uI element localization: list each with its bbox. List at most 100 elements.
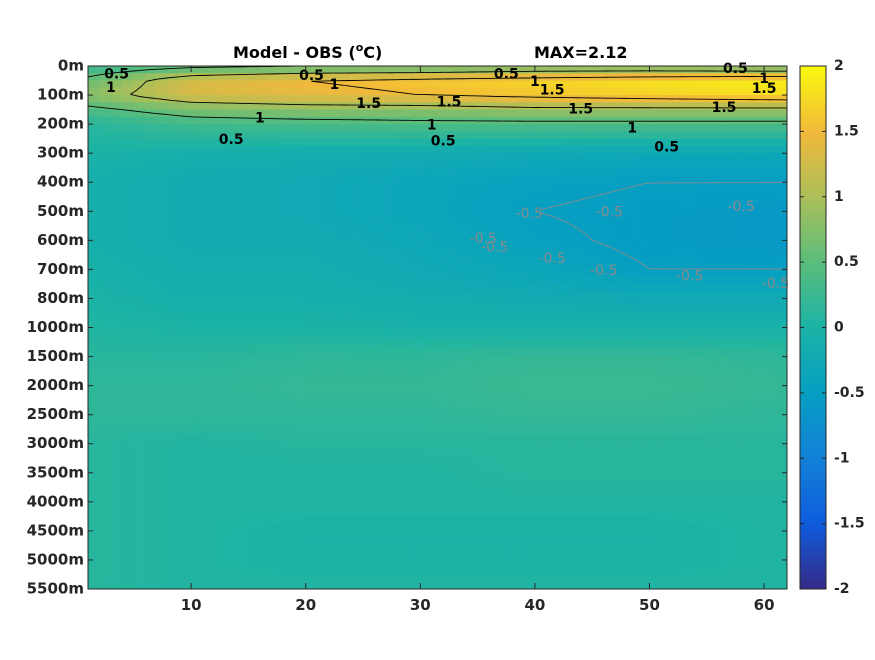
heatmap-cell: [697, 153, 709, 161]
heatmap-cell: [652, 553, 664, 561]
heatmap-cell: [562, 393, 574, 401]
heatmap-cell: [381, 124, 393, 132]
heatmap-cell: [618, 240, 630, 248]
heatmap-cell: [776, 335, 788, 343]
heatmap-cell: [246, 298, 258, 306]
heatmap-cell: [347, 386, 359, 394]
heatmap-cell: [122, 182, 134, 190]
heatmap-cell: [731, 574, 743, 582]
heatmap-cell: [280, 211, 292, 219]
heatmap-cell: [88, 458, 100, 466]
heatmap-cell: [122, 197, 134, 205]
heatmap-cell: [268, 531, 280, 539]
heatmap-cell: [731, 436, 743, 444]
heatmap-cell: [268, 124, 280, 132]
heatmap-cell: [573, 131, 585, 139]
heatmap-cell: [731, 298, 743, 306]
heatmap-cell: [652, 189, 664, 197]
heatmap-cell: [167, 524, 179, 532]
heatmap-cell: [223, 124, 235, 132]
heatmap-cell: [697, 146, 709, 154]
heatmap-cell: [302, 386, 314, 394]
heatmap-cell: [449, 262, 461, 270]
heatmap-cell: [268, 473, 280, 481]
heatmap-cell: [99, 189, 111, 197]
heatmap-cell: [753, 393, 765, 401]
heatmap-cell: [359, 349, 371, 357]
heatmap-cell: [201, 364, 213, 372]
heatmap-cell: [697, 204, 709, 212]
heatmap-cell: [776, 197, 788, 205]
heatmap-cell: [404, 160, 416, 168]
heatmap-cell: [697, 342, 709, 350]
heatmap-cell: [595, 95, 607, 103]
heatmap-cell: [539, 516, 551, 524]
heatmap-cell: [99, 269, 111, 277]
heatmap-cell: [573, 248, 585, 256]
heatmap-cell: [505, 277, 517, 285]
heatmap-cell: [404, 313, 416, 321]
heatmap-cell: [235, 95, 247, 103]
heatmap-cell: [336, 342, 348, 350]
heatmap-cell: [516, 466, 528, 474]
heatmap-cell: [562, 291, 574, 299]
heatmap-cell: [539, 226, 551, 234]
heatmap-cell: [167, 102, 179, 110]
heatmap-cell: [776, 102, 788, 110]
heatmap-cell: [438, 262, 450, 270]
heatmap-cell: [347, 182, 359, 190]
heatmap-cell: [640, 422, 652, 430]
heatmap-cell: [438, 560, 450, 568]
heatmap-cell: [652, 233, 664, 241]
heatmap-cell: [291, 378, 303, 386]
heatmap-cell: [697, 320, 709, 328]
contour-segment: [152, 113, 158, 114]
heatmap-cell: [438, 226, 450, 234]
heatmap-cell: [562, 277, 574, 285]
heatmap-cell: [235, 211, 247, 219]
heatmap-cell: [708, 255, 720, 263]
heatmap-cell: [392, 357, 404, 365]
heatmap-cell: [99, 574, 111, 582]
heatmap-cell: [336, 262, 348, 270]
heatmap-cell: [144, 349, 156, 357]
heatmap-cell: [731, 146, 743, 154]
heatmap-cell: [426, 378, 438, 386]
heatmap-cell: [607, 393, 619, 401]
heatmap-cell: [370, 342, 382, 350]
heatmap-cell: [302, 117, 314, 125]
heatmap-cell: [663, 371, 675, 379]
heatmap-cell: [189, 560, 201, 568]
heatmap-cell: [640, 444, 652, 452]
heatmap-cell: [201, 429, 213, 437]
heatmap-cell: [404, 131, 416, 139]
heatmap-cell: [595, 458, 607, 466]
heatmap-cell: [178, 422, 190, 430]
heatmap-cell: [607, 233, 619, 241]
heatmap-cell: [539, 160, 551, 168]
heatmap-cell: [584, 516, 596, 524]
heatmap-cell: [562, 146, 574, 154]
heatmap-cell: [415, 545, 427, 553]
heatmap-cell: [686, 219, 698, 227]
heatmap-cell: [415, 131, 427, 139]
heatmap-cell: [753, 233, 765, 241]
heatmap-cell: [550, 146, 562, 154]
heatmap-cell: [742, 495, 754, 503]
heatmap-cell: [674, 473, 686, 481]
heatmap-cell: [201, 516, 213, 524]
heatmap-cell: [719, 81, 731, 89]
heatmap-cell: [742, 502, 754, 510]
heatmap-cell: [584, 473, 596, 481]
heatmap-cell: [584, 255, 596, 263]
heatmap-cell: [156, 473, 168, 481]
heatmap-cell: [122, 400, 134, 408]
heatmap-cell: [528, 407, 540, 415]
heatmap-cell: [438, 466, 450, 474]
heatmap-cell: [686, 73, 698, 81]
heatmap-cell: [167, 110, 179, 118]
heatmap-cell: [460, 545, 472, 553]
heatmap-cell: [99, 124, 111, 132]
heatmap-cell: [291, 131, 303, 139]
heatmap-cell: [370, 538, 382, 546]
